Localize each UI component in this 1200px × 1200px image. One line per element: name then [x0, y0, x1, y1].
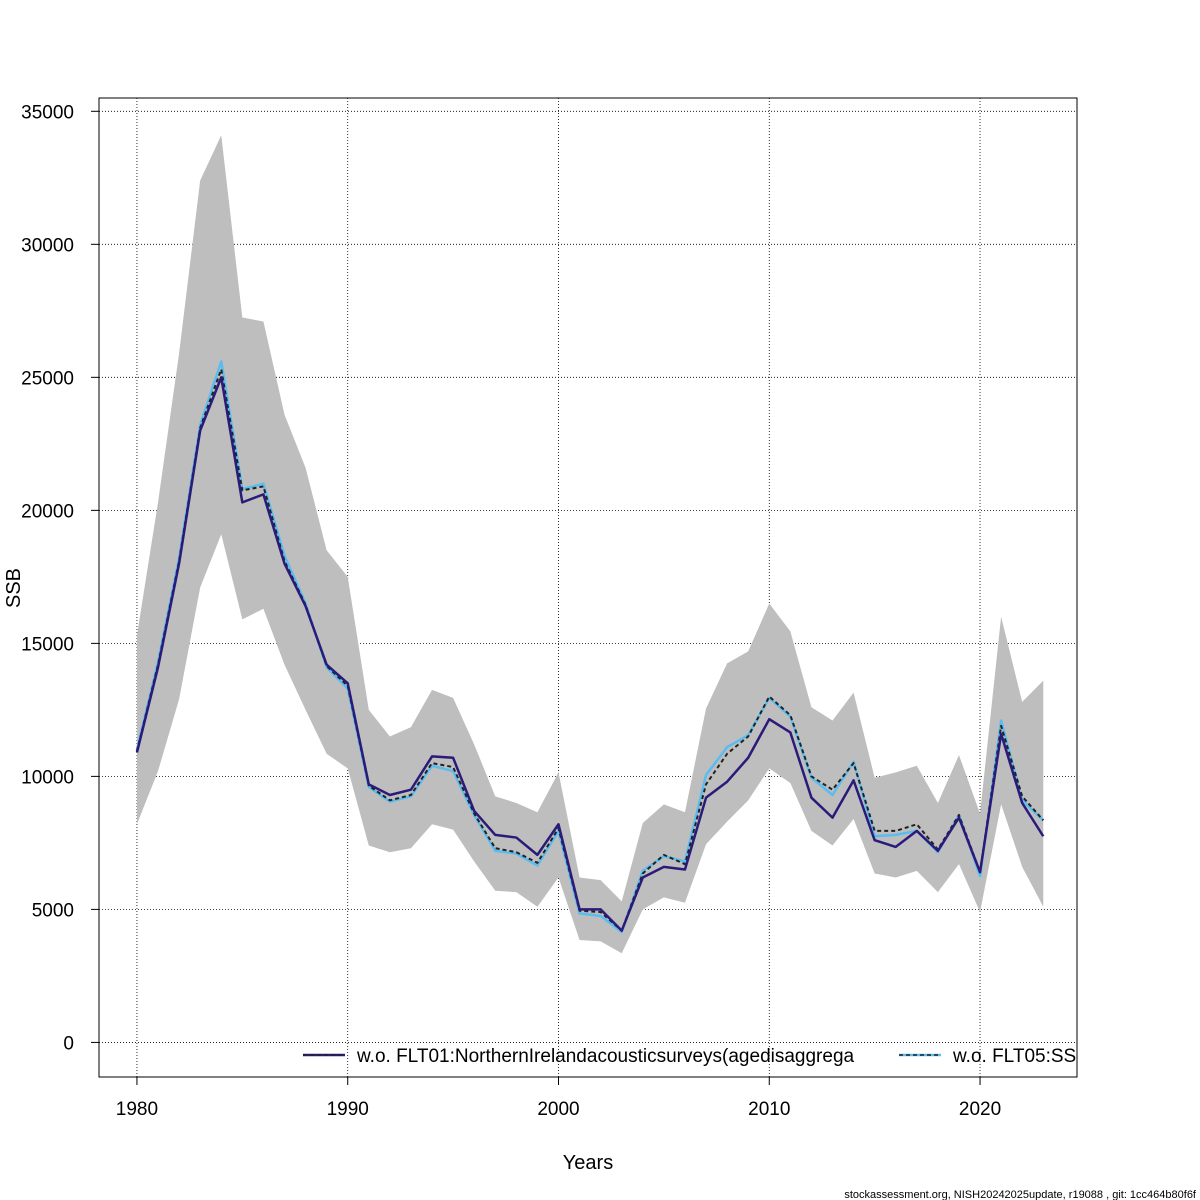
y-tick-label: 15000	[21, 634, 74, 655]
y-tick-label: 0	[63, 1033, 74, 1054]
series-line-3	[135, 368, 1045, 932]
confidence-band-layer	[136, 135, 1044, 954]
y-tick-label: 30000	[21, 235, 74, 256]
y-tick-label: 10000	[21, 767, 74, 788]
x-tick-label: 1980	[116, 1099, 158, 1120]
y-axis-title: SSB	[3, 568, 25, 608]
y-tick-label: 5000	[32, 900, 74, 921]
x-tick-label: 2020	[959, 1099, 1001, 1120]
x-tick-label: 2000	[537, 1099, 579, 1120]
x-axis: 1980 1990 2000 2010 2020	[116, 1076, 1001, 1120]
legend: w.o. FLT01:NorthernIrelandacousticsurvey…	[303, 1046, 1076, 1067]
legend-label-2: w.o. FLT05:SS	[952, 1046, 1076, 1067]
confidence-band	[136, 135, 1044, 954]
y-axis: 0 5000 10000 15000 20000 25000 30000 35000	[21, 102, 100, 1054]
y-tick-label: 35000	[21, 102, 74, 123]
legend-label-1: w.o. FLT01:NorthernIrelandacousticsurvey…	[356, 1046, 855, 1067]
x-axis-title: Years	[563, 1152, 613, 1174]
y-tick-label: 20000	[21, 501, 74, 522]
series-line-2	[135, 360, 1045, 934]
x-tick-label: 2010	[748, 1099, 790, 1120]
y-tick-label: 25000	[21, 368, 74, 389]
series-layer	[135, 360, 1045, 934]
footer-note: stockassessment.org, NISH20242025update,…	[844, 1189, 1197, 1200]
series-line-1	[135, 376, 1045, 932]
x-tick-label: 1990	[327, 1099, 369, 1120]
